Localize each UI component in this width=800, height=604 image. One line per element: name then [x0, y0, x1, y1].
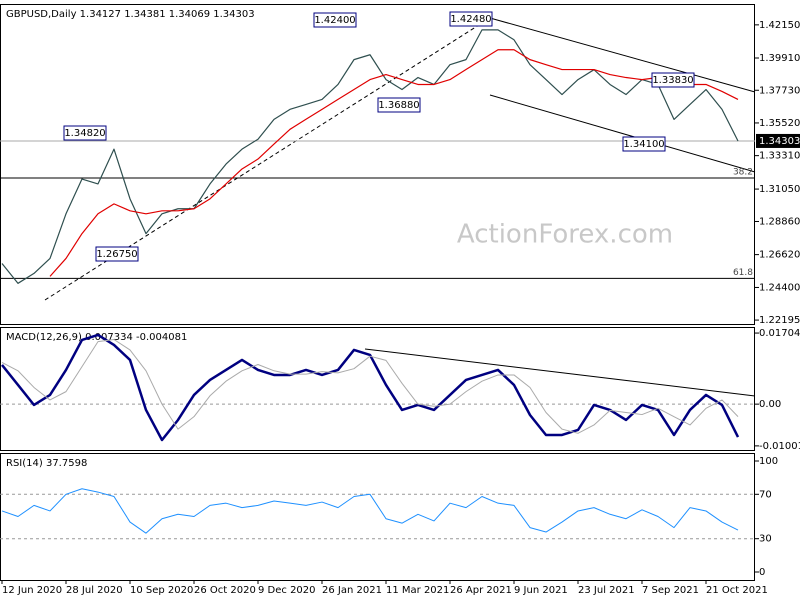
- series-line: [1, 339, 739, 434]
- y-tick-label: -0.010013: [759, 441, 800, 452]
- watermark: ActionForex.com: [457, 220, 673, 250]
- x-tick-label: 12 Jun 2020: [2, 585, 62, 596]
- channel-upper: [489, 17, 756, 93]
- y-tick-label: 0.00: [759, 399, 781, 410]
- x-tick-label: 26 Apr 2021: [450, 585, 512, 596]
- panel-title: GBPUSD,Daily 1.34127 1.34381 1.34069 1.3…: [6, 9, 255, 20]
- y-tick-label: 0.017047: [759, 328, 800, 339]
- annotation-box: [63, 125, 107, 141]
- y-tick-label: 1.31050: [759, 184, 800, 195]
- annotation-box: [377, 97, 421, 113]
- y-tick-label: 1.28860: [759, 216, 800, 227]
- y-tick-label: 30: [759, 534, 772, 545]
- annotation-label: 1.42480: [450, 14, 491, 25]
- x-tick-label: 26 Jan 2021: [322, 585, 382, 596]
- y-tick-label: 1.39910: [759, 53, 800, 64]
- y-tick-label: 1.37730: [759, 85, 800, 96]
- panel-title: RSI(14) 37.7598: [6, 458, 87, 469]
- panel-frame: [0, 327, 755, 451]
- level-label: 38.2: [733, 167, 753, 177]
- annotation-label: 1.42400: [314, 15, 355, 26]
- annotation-label: 1.33830: [652, 75, 693, 86]
- annotation-box: [449, 11, 493, 27]
- y-tick-label: 0: [759, 567, 765, 578]
- x-tick-label: 26 Oct 2020: [194, 585, 256, 596]
- x-tick-label: 9 Jun 2021: [514, 585, 568, 596]
- x-tick-label: 23 Jul 2021: [578, 585, 635, 596]
- last-price-box: [756, 133, 800, 148]
- y-tick-label: 1.22195: [759, 315, 800, 326]
- panel-title: MACD(12,26,9) 0.007334 -0.004081: [6, 332, 187, 343]
- series-line: [49, 49, 739, 277]
- series-line: [1, 333, 740, 442]
- annotation-label: 1.36880: [378, 100, 419, 111]
- annotation-label: 1.34100: [623, 139, 664, 150]
- x-tick-label: 10 Sep 2020: [130, 585, 193, 596]
- x-tick-label: 21 Oct 2021: [706, 585, 768, 596]
- channel-lower: [489, 94, 756, 173]
- panel-frame: [0, 453, 755, 581]
- x-tick-label: 9 Dec 2020: [258, 585, 316, 596]
- annotation-label: 1.34820: [64, 128, 105, 139]
- y-tick-label: 100: [759, 456, 778, 467]
- series-line: [1, 488, 739, 534]
- y-tick-label: 1.26620: [759, 250, 800, 261]
- x-tick-label: 11 Mar 2021: [386, 585, 449, 596]
- y-tick-label: 1.33310: [759, 151, 800, 162]
- annotation-box: [622, 136, 666, 152]
- level-label: 61.8: [733, 268, 753, 278]
- y-tick-label: 1.35520: [759, 118, 800, 129]
- last-price-label: 1.34303: [759, 136, 800, 147]
- y-tick-label: 1.42150: [759, 20, 800, 31]
- x-tick-label: 28 Jul 2020: [66, 585, 123, 596]
- x-tick-label: 7 Sep 2021: [642, 585, 699, 596]
- series-line: [1, 29, 739, 284]
- annotation-label: 1.26750: [96, 249, 137, 260]
- panel-frame: [0, 4, 755, 325]
- y-tick-label: 70: [759, 489, 772, 500]
- annotation-box: [95, 246, 139, 262]
- y-tick-label: 1.24400: [759, 282, 800, 293]
- annotation-box: [651, 72, 695, 88]
- macd-trendline: [364, 348, 756, 397]
- annotation-box: [313, 12, 357, 28]
